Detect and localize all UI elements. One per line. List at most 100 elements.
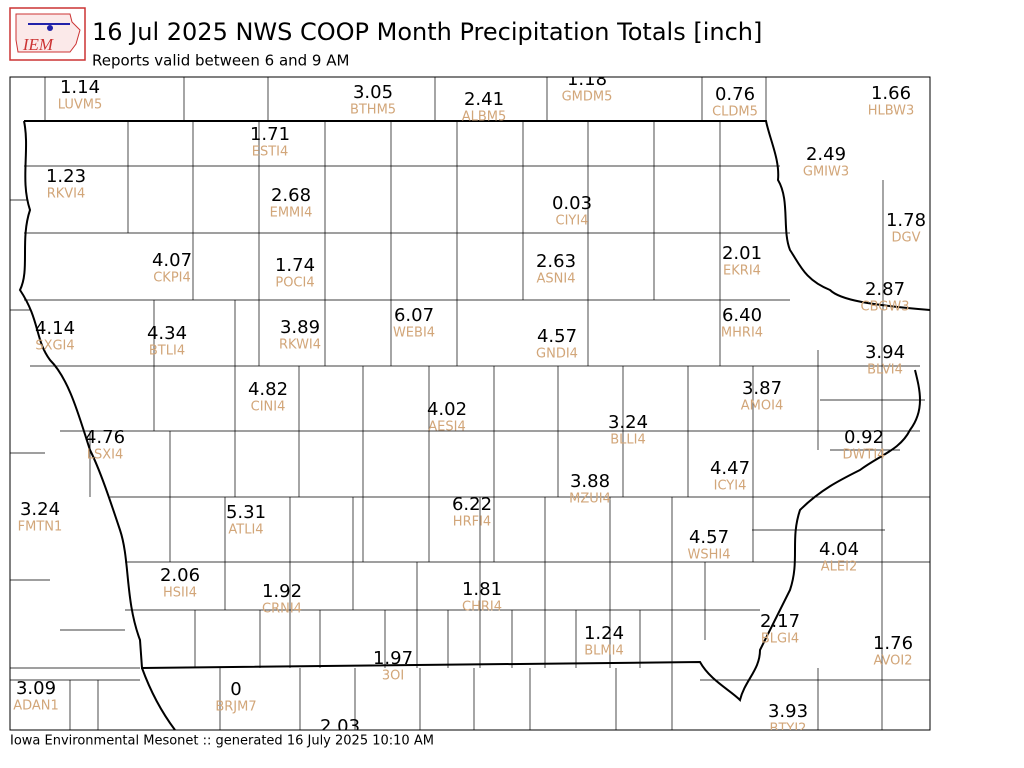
station-id: MZUI4 xyxy=(569,492,611,507)
title: 16 Jul 2025 NWS COOP Month Precipitation… xyxy=(92,18,762,46)
station-value: 4.14 xyxy=(35,318,75,339)
station-id: HLBW3 xyxy=(868,104,915,119)
station-id: GMDM5 xyxy=(562,90,613,105)
station-value: 3.94 xyxy=(865,342,905,363)
station-value: 2.87 xyxy=(865,279,905,300)
station-value: 4.02 xyxy=(427,399,467,420)
station-value: 2.68 xyxy=(271,185,311,206)
station-value: 3.89 xyxy=(280,317,320,338)
station-id: BLGI4 xyxy=(761,632,799,647)
station-id: LUVM5 xyxy=(58,98,103,113)
station-value: 4.47 xyxy=(710,458,750,479)
station-id: HSII4 xyxy=(163,586,197,601)
station-id: AMOI4 xyxy=(741,399,783,414)
station-value: 6.40 xyxy=(722,305,762,326)
station-value: 1.76 xyxy=(873,633,913,654)
station-value: 3.09 xyxy=(16,678,56,699)
station-id: BTHM5 xyxy=(350,103,396,118)
station-value: 5.31 xyxy=(226,502,266,523)
station-value: 4.57 xyxy=(537,326,577,347)
station-id: CIYI4 xyxy=(556,214,589,229)
station-id: EKRI4 xyxy=(723,264,761,279)
station-id: ADAN1 xyxy=(13,699,59,714)
station-value: 1.66 xyxy=(871,83,911,104)
station-value: 1.71 xyxy=(250,124,290,145)
station-id: ICYI4 xyxy=(714,479,747,494)
station-value: 1.92 xyxy=(262,581,302,602)
subtitle: Reports valid between 6 and 9 AM xyxy=(92,52,349,70)
station-value: 2.17 xyxy=(760,611,800,632)
station-id: ESTI4 xyxy=(252,145,289,160)
station-id: CINI4 xyxy=(251,400,286,415)
station-id: CLDM5 xyxy=(712,105,758,120)
station-id: ATLI4 xyxy=(228,523,263,538)
station-id: ALBM5 xyxy=(462,110,507,125)
station-id: CHRI4 xyxy=(462,600,502,615)
station-value: 4.82 xyxy=(248,379,288,400)
station-value: 1.14 xyxy=(60,77,100,98)
station-id: EMMI4 xyxy=(270,206,313,221)
station-id: MHRI4 xyxy=(721,326,763,341)
station-id: AVOI2 xyxy=(873,654,912,669)
station-id: CKPI4 xyxy=(153,271,191,286)
station-value: 0 xyxy=(230,679,241,700)
station-id: 3OI xyxy=(382,669,404,684)
station-id: WSHI4 xyxy=(688,548,731,563)
station-id: BTYI2 xyxy=(770,722,807,737)
station-value: 6.22 xyxy=(452,494,492,515)
station-id: BTLI4 xyxy=(149,344,185,359)
station-value: 3.24 xyxy=(608,412,648,433)
station-id: FMTN1 xyxy=(18,520,63,535)
station-value: 1.23 xyxy=(46,166,86,187)
station-value: 4.04 xyxy=(819,539,859,560)
station-value: 2.03 xyxy=(320,716,360,737)
station-id: AESI4 xyxy=(428,420,465,435)
station-id: RKVI4 xyxy=(47,187,86,202)
station-value: 4.57 xyxy=(689,527,729,548)
station-value: 2.41 xyxy=(464,89,504,110)
station-value: 4.07 xyxy=(152,250,192,271)
station-id: LSXI4 xyxy=(87,448,124,463)
station-value: 4.76 xyxy=(85,427,125,448)
station-value: 3.88 xyxy=(570,471,610,492)
station-value: 1.24 xyxy=(584,623,624,644)
station-id: DGV xyxy=(892,231,921,246)
station-id: BLVI4 xyxy=(867,363,903,378)
station-value: 3.24 xyxy=(20,499,60,520)
station-id: ASNI4 xyxy=(537,272,576,287)
station-id: BLMI4 xyxy=(584,644,623,659)
station-value: 2.49 xyxy=(806,144,846,165)
station-value: 4.34 xyxy=(147,323,187,344)
station-value: 0.03 xyxy=(552,193,592,214)
station-id: CRNI4 xyxy=(262,602,302,617)
station-value: 1.18 xyxy=(567,69,607,90)
station-id: GNDI4 xyxy=(536,347,578,362)
state-borders xyxy=(18,120,931,731)
station-id: GMIW3 xyxy=(803,165,849,180)
footer: Iowa Environmental Mesonet :: generated … xyxy=(10,734,434,749)
station-value: 2.01 xyxy=(722,243,762,264)
station-value: 1.81 xyxy=(462,579,502,600)
station-id: ALEI2 xyxy=(821,560,857,575)
station-value: 1.78 xyxy=(886,210,926,231)
station-id: HRFI4 xyxy=(453,515,491,530)
logo: IEM xyxy=(9,7,86,61)
station-value: 6.07 xyxy=(394,305,434,326)
station-value: 3.93 xyxy=(768,701,808,722)
station-value: 0.92 xyxy=(844,427,884,448)
station-value: 3.05 xyxy=(353,82,393,103)
station-id: CBGW3 xyxy=(861,300,910,315)
station-value: 3.87 xyxy=(742,378,782,399)
station-value: 2.63 xyxy=(536,251,576,272)
station-value: 1.74 xyxy=(275,255,315,276)
station-id: SXGI4 xyxy=(35,339,74,354)
station-id: DWTI4 xyxy=(843,448,886,463)
station-value: 2.06 xyxy=(160,565,200,586)
station-id: POCI4 xyxy=(275,276,314,291)
station-id: BLLI4 xyxy=(610,433,646,448)
station-value: 0.76 xyxy=(715,84,755,105)
